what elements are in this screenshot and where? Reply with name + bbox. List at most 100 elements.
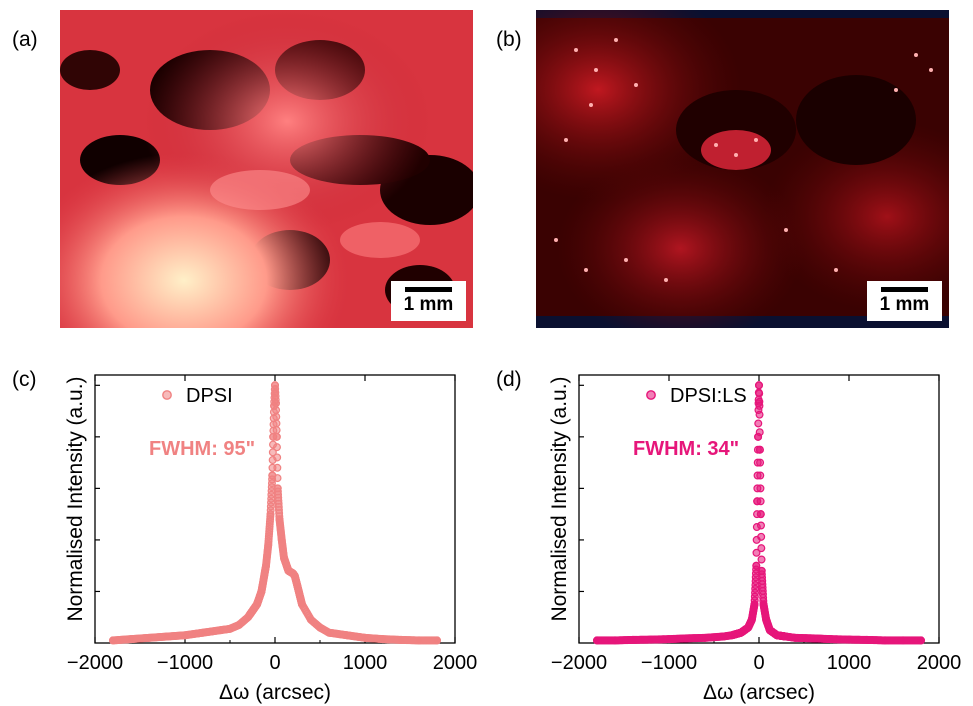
data-point [667,635,676,644]
data-point [186,630,195,639]
data-point [253,597,262,606]
data-point [705,633,714,642]
data-point [388,635,397,644]
data-point [778,632,787,641]
data-point [768,628,777,637]
data-point [293,582,302,591]
data-point [133,634,142,643]
data-point [774,631,783,640]
data-point [767,627,776,636]
data-point [635,635,644,644]
data-point [225,624,234,633]
data-point [253,599,262,608]
data-point [290,571,299,580]
data-point [300,604,309,613]
data-point [140,634,149,643]
data-point [759,602,768,611]
data-point [792,633,801,642]
data-point [259,574,268,583]
data-point [295,590,304,599]
data-point [155,633,164,642]
data-point [628,635,637,644]
data-point [148,633,157,642]
data-point [899,636,908,645]
data-point [429,636,438,645]
data-point [722,632,731,641]
data-point [711,633,720,642]
data-point [776,631,785,640]
data-point [763,619,772,628]
data-point [718,632,727,641]
data-point [285,567,294,576]
data-point [916,636,925,645]
data-point [725,631,734,640]
data-point [716,632,725,641]
data-point [278,540,287,549]
data-point [774,631,783,640]
data-point [289,570,298,579]
data-point [690,634,699,643]
data-point [275,516,284,525]
data-point [412,636,421,645]
data-point [296,593,305,602]
data-point [741,625,750,634]
data-point [366,634,375,643]
x-tick-label: −1000 [641,652,697,674]
data-point [755,428,764,437]
data-point [616,636,625,645]
data-point [410,636,419,645]
data-point [280,555,289,564]
data-point [214,626,223,635]
chart-c-group: −2000 −1000 0 1000 2000 Δω (arcsec) Normalised… [64,374,477,704]
data-point [911,636,920,645]
data-point [352,632,361,641]
data-point [289,569,298,578]
data-point [269,432,278,441]
data-point [732,630,741,639]
data-point [284,566,293,575]
data-point [742,624,751,633]
data-point [751,581,760,590]
data-point [632,635,641,644]
data-point [780,632,789,641]
data-point [781,632,790,641]
data-point [727,631,736,640]
data-point [215,626,224,635]
data-point [387,635,396,644]
data-point [288,569,297,578]
data-point [668,634,677,643]
data-point [321,626,330,635]
data-point [181,631,190,640]
data-point [289,569,298,578]
data-point [407,636,416,645]
data-point [290,571,299,580]
data-point [248,606,257,615]
data-point [820,634,829,643]
data-point [166,632,175,641]
data-point [735,629,744,638]
data-point [739,626,748,635]
data-point [731,630,740,639]
data-point [767,627,776,636]
data-point [273,484,282,493]
data-point [280,554,289,563]
data-point [266,510,275,519]
data-point [747,616,756,625]
data-point [755,410,764,419]
data-point [811,634,820,643]
data-point [290,571,299,580]
data-point [260,568,269,577]
data-point [598,636,607,645]
data-point [740,626,749,635]
data-point [353,632,362,641]
data-point [192,629,201,638]
data-point [768,627,777,636]
data-point [267,498,276,507]
data-point [204,627,213,636]
data-point [220,625,229,634]
data-point [253,600,262,609]
data-point [749,605,758,614]
data-point [268,463,277,472]
data-point [737,628,746,637]
data-point [288,569,297,578]
